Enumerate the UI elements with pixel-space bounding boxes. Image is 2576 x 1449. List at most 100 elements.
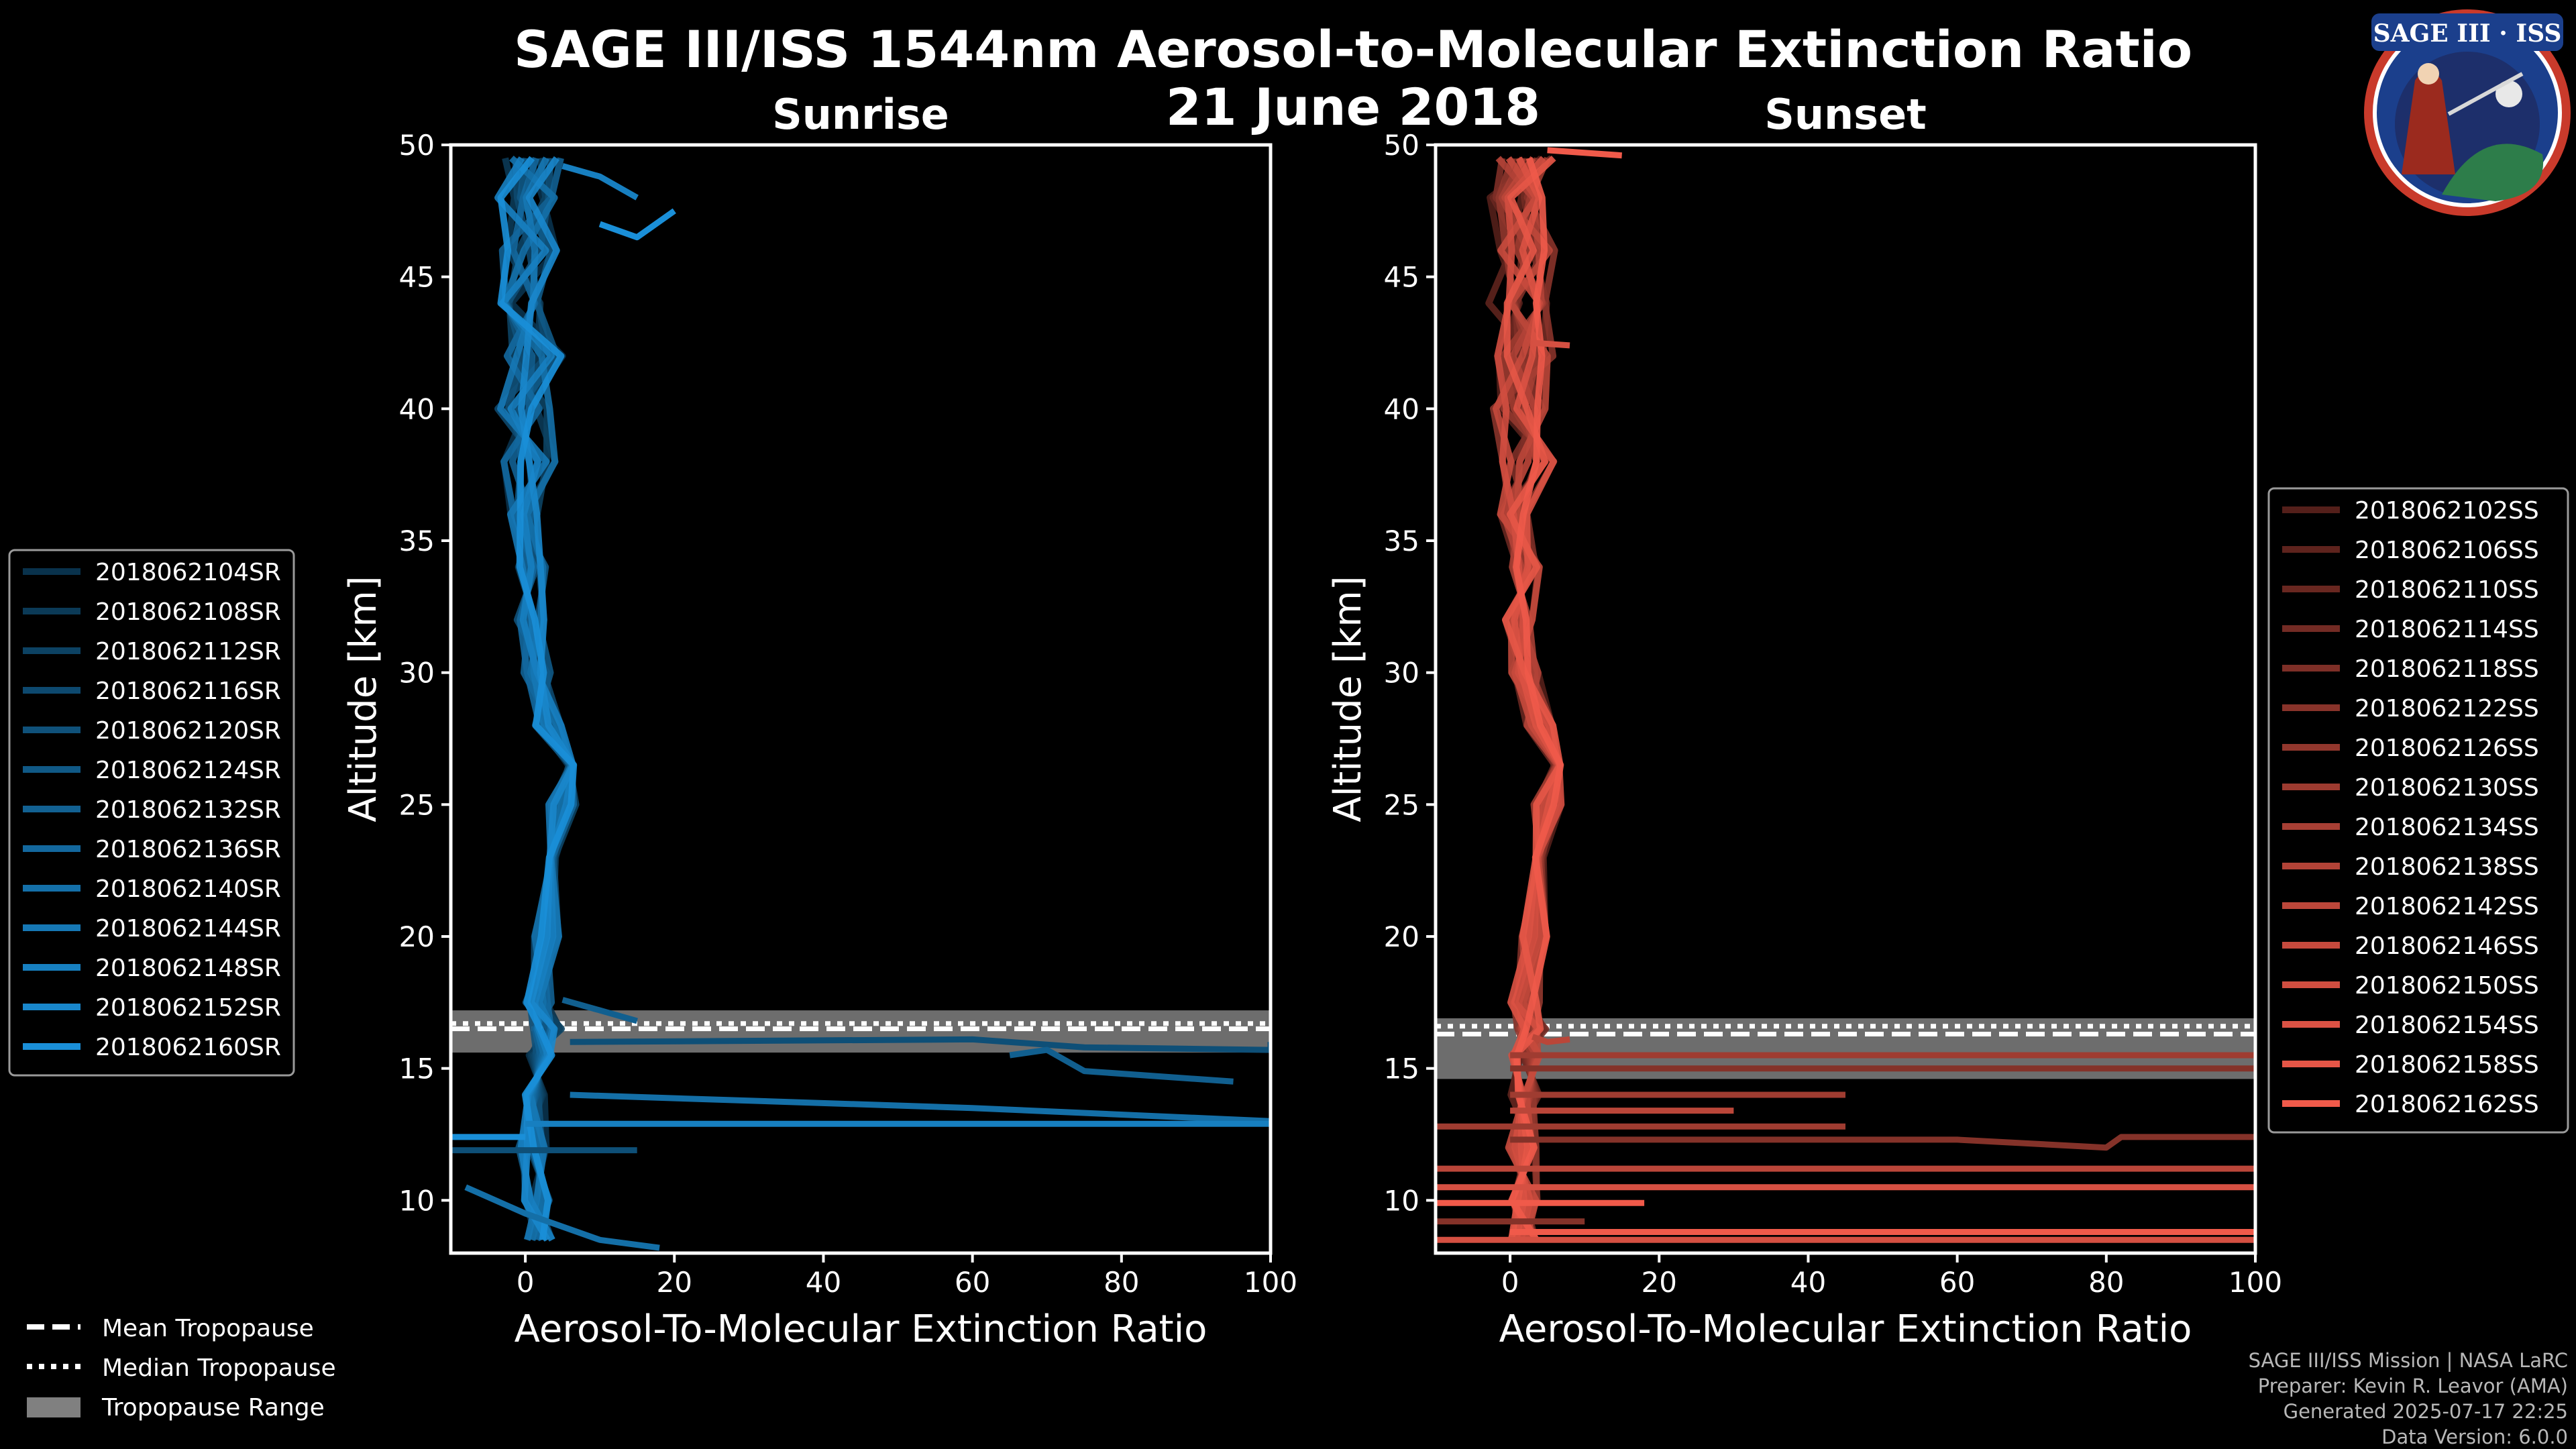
sunrise-xtick-label: 100 <box>1244 1266 1297 1299</box>
sunrise-legend-label: 2018062136SR <box>95 836 281 863</box>
sunset-ylabel: Altitude [km] <box>1326 576 1370 822</box>
sunrise-legend-label: 2018062120SR <box>95 717 281 745</box>
footer-generated: Generated 2025-07-17 22:25 <box>2284 1400 2568 1423</box>
sunrise-legend-label: 2018062108SR <box>95 598 281 626</box>
sunrise-ytick-label: 10 <box>399 1184 435 1217</box>
tropopause-legend: Mean Tropopause Median Tropopause Tropop… <box>27 1315 336 1421</box>
sunset-legend-label: 2018062154SS <box>2355 1012 2539 1039</box>
sunrise-legend-label: 2018062104SR <box>95 559 281 586</box>
sunrise-ytick-label: 20 <box>399 920 435 953</box>
sunrise-ylabel: Altitude [km] <box>341 576 385 822</box>
sunset-plot-frame <box>1434 143 2257 1255</box>
sunset-panel: 0 20 40 60 80 100 10 15 20 25 30 35 40 45 50 Aerosol-T… <box>1326 129 2282 1351</box>
sunrise-xtick-label: 40 <box>806 1266 841 1299</box>
sunrise-ytick-label: 30 <box>399 657 435 690</box>
sunset-legend-label: 2018062102SS <box>2355 497 2539 525</box>
sunset-xtick-label: 0 <box>1501 1266 1519 1299</box>
sunset-ytick-label: 50 <box>1384 129 1419 162</box>
sunrise-legend-label: 2018062116SR <box>95 678 281 705</box>
logo-title-band <box>2371 13 2563 51</box>
sunrise-excursion <box>598 208 676 241</box>
sunset-ticks: 0 20 40 60 80 100 10 15 20 25 30 35 40 45 50 <box>1384 129 2283 1299</box>
tropopause-range-swatch <box>27 1397 80 1417</box>
sunset-ytick-label: 40 <box>1384 392 1419 425</box>
sunset-excursion <box>1532 339 1570 349</box>
sunrise-plot-area <box>451 145 1271 1253</box>
sunset-legend-label: 2018062134SS <box>2355 814 2539 841</box>
sunrise-legend: 2018062104SR 2018062108SR 2018062112SR 2018… <box>8 549 295 1077</box>
sunset-legend-box <box>2267 487 2569 1134</box>
sunset-ytick-label: 35 <box>1384 525 1419 557</box>
sunrise-plot-frame <box>449 143 1273 1255</box>
sunrise-tropopause <box>451 1010 1271 1053</box>
tropopause-range-label: Tropopause Range <box>101 1394 325 1421</box>
sunrise-ytick-label: 15 <box>399 1053 435 1085</box>
sunset-legend: 2018062102SS 2018062106SS 2018062110SS 2018… <box>2267 487 2569 1134</box>
sunset-legend-label: 2018062106SS <box>2355 537 2539 564</box>
sunset-excursion <box>1547 147 1623 159</box>
sunrise-xlabel: Aerosol-To-Molecular Extinction Ratio <box>515 1307 1208 1351</box>
sunrise-legend-label: 2018062132SR <box>95 796 281 824</box>
sunset-xtick-label: 20 <box>1642 1266 1677 1299</box>
sunset-legend-label: 2018062158SS <box>2355 1051 2539 1079</box>
sunset-xlabel: Aerosol-To-Molecular Extinction Ratio <box>1499 1307 2192 1351</box>
sunset-legend-label: 2018062130SS <box>2355 774 2539 802</box>
sunset-xtick-label: 40 <box>1790 1266 1826 1299</box>
chart-title: SAGE III/ISS 1544nm Aerosol-to-Molecular… <box>514 19 2192 79</box>
sage-iii-iss-logo: SAGE III · ISS <box>2364 9 2571 216</box>
sunrise-xtick-label: 60 <box>955 1266 990 1299</box>
footer-version: Data Version: 6.0.0 <box>2381 1426 2568 1448</box>
chart-date: 21 June 2018 <box>1166 77 1540 137</box>
mean-tropopause-label: Mean Tropopause <box>102 1315 314 1342</box>
sunrise-ytick-label: 25 <box>399 788 435 821</box>
sunrise-legend-label: 2018062124SR <box>95 757 281 784</box>
sunset-legend-label: 2018062162SS <box>2355 1091 2539 1118</box>
sunrise-excursion <box>570 1036 1271 1053</box>
sunrise-xtick-label: 80 <box>1104 1266 1139 1299</box>
panel-title-sunrise: Sunrise <box>772 90 949 139</box>
sunset-ytick-label: 15 <box>1384 1053 1419 1085</box>
sunset-excursion <box>1510 1134 2255 1151</box>
sunset-ytick-label: 20 <box>1384 920 1419 953</box>
sunrise-excursion <box>570 1091 1271 1124</box>
sunset-plot-area <box>1436 145 2255 1253</box>
sunrise-panel: 0 20 40 60 80 100 10 15 20 25 30 35 40 45 50 Aerosol-T… <box>341 129 1297 1351</box>
sunrise-legend-label: 2018062152SR <box>95 994 281 1022</box>
sunrise-excursion <box>464 1184 660 1251</box>
sunset-legend-label: 2018062142SS <box>2355 893 2539 920</box>
sunrise-xtick-label: 20 <box>657 1266 692 1299</box>
sunrise-legend-label: 2018062112SR <box>95 638 281 665</box>
sunrise-legend-label: 2018062148SR <box>95 955 281 982</box>
sunset-legend-label: 2018062118SS <box>2355 655 2539 683</box>
sunrise-legend-label: 2018062160SR <box>95 1034 281 1061</box>
logo-figure-head-icon <box>2418 63 2439 85</box>
sunrise-ytick-label: 35 <box>399 525 435 557</box>
panel-title-sunset: Sunset <box>1764 90 1927 139</box>
sunrise-excursion <box>561 163 639 201</box>
sunset-legend-label: 2018062150SS <box>2355 972 2539 1000</box>
sunset-profiles <box>1436 147 2255 1243</box>
sunrise-legend-box <box>8 549 295 1077</box>
logo-earth-icon <box>2442 144 2544 201</box>
sunrise-ytick-label: 50 <box>399 129 435 162</box>
sunset-ytick-label: 25 <box>1384 788 1419 821</box>
sunrise-legend-label: 2018062140SR <box>95 875 281 903</box>
sunset-legend-label: 2018062122SS <box>2355 695 2539 722</box>
sunset-excursion <box>1531 1034 1570 1045</box>
sunrise-legend-label: 2018062144SR <box>95 915 281 943</box>
footer-mission: SAGE III/ISS Mission | NASA LaRC <box>2249 1349 2568 1372</box>
sunrise-xtick-label: 0 <box>517 1266 535 1299</box>
sunrise-profile-2018062160SR <box>497 156 578 1240</box>
sunset-xtick-label: 100 <box>2229 1266 2282 1299</box>
sunrise-profiles <box>451 156 1271 1251</box>
sunset-legend-label: 2018062114SS <box>2355 616 2539 643</box>
sunset-xtick-label: 60 <box>1939 1266 1975 1299</box>
sunrise-ytick-label: 45 <box>399 261 435 294</box>
sunrise-excursion <box>1009 1046 1234 1085</box>
sunset-legend-label: 2018062146SS <box>2355 932 2539 960</box>
sunset-ytick-label: 10 <box>1384 1184 1419 1217</box>
footer-preparer: Preparer: Kevin R. Leavor (AMA) <box>2258 1375 2568 1397</box>
sunset-legend-label: 2018062110SS <box>2355 576 2539 604</box>
sunset-ytick-label: 30 <box>1384 657 1419 690</box>
